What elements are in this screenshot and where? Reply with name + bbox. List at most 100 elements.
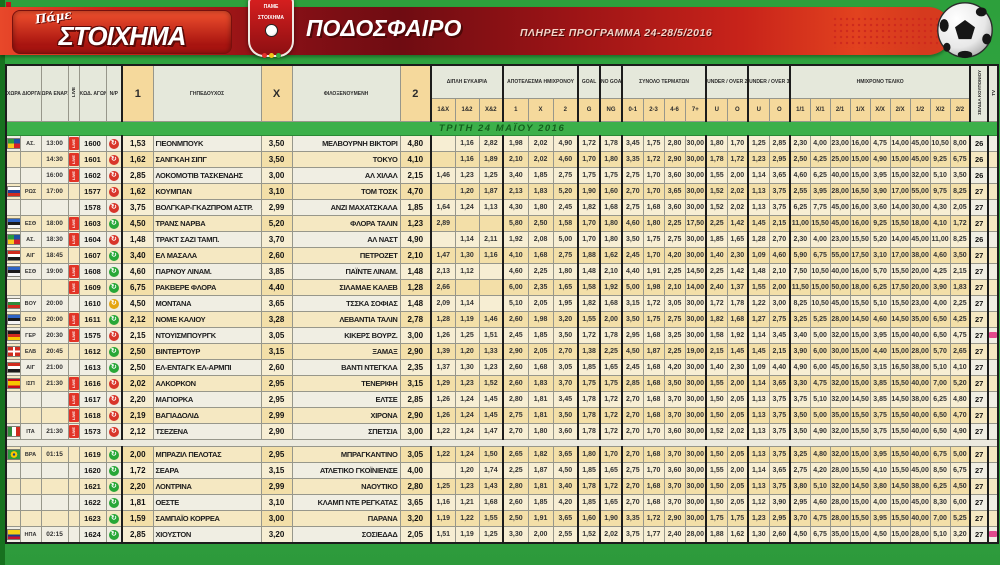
halftime-result-2: 4,50 — [552, 462, 579, 479]
total-goals-1: 1,68 — [642, 327, 665, 344]
country-flag — [5, 391, 21, 408]
total-goals-3: 14,00 — [684, 279, 707, 296]
sub-htft-xx: Χ/Χ — [869, 98, 891, 122]
ht-ft-0: 3,70 — [789, 510, 811, 527]
ht-ft-0: 5,90 — [789, 247, 811, 264]
double-chance-0: 1,29 — [430, 375, 456, 392]
under-over-25-0: 1,40 — [705, 247, 728, 264]
ita-flag-icon — [7, 426, 19, 437]
badge-text-1: ΠΑΜΕ — [263, 4, 279, 10]
ht-ft-5: 14,50 — [889, 311, 911, 328]
home-team: ΒΑΓΙΑΔΟΛΙΔ — [152, 407, 262, 424]
odds-status: ↻ — [105, 151, 123, 168]
ht-ft-6: 28,00 — [909, 526, 931, 544]
country-flag — [5, 478, 21, 495]
ht-ft-4: 5,10 — [869, 295, 891, 312]
country-code: ΕΣΘ — [19, 263, 42, 280]
live-indicator: LIVE — [67, 311, 80, 328]
ht-ft-7: 6,25 — [929, 391, 951, 408]
country-code: ΗΠΑ — [19, 526, 42, 544]
ht-ft-6: 45,00 — [909, 151, 931, 168]
home-team: ΠΑΡΝΟΥ ΛΙΝΑΜ. — [152, 263, 262, 280]
goal-odds: 1,78 — [577, 423, 601, 440]
live-indicator — [67, 446, 80, 463]
odds-home-win: 2,20 — [121, 478, 154, 495]
ht-ft-0: 3,75 — [789, 391, 811, 408]
odds-away-win: 4,80 — [399, 135, 432, 152]
coupon-page: 26 — [969, 167, 989, 184]
match-code: 1575 — [78, 327, 107, 344]
ht-ft-8: 4,75 — [949, 327, 971, 344]
ht-ft-5: 15,50 — [889, 407, 911, 424]
odds-table-wrap: ΧΩΡΑ ΔΙΟΡΓΑΝΩΣΗ ΩΡΑ ΕΝΑΡΞΗΣ ΑΓΩΝΑ LIVE Κ… — [5, 64, 1000, 544]
ht-ft-5: 15,00 — [889, 327, 911, 344]
ht-ft-7: 8,50 — [929, 462, 951, 479]
under-over-35-1: 2,75 — [768, 311, 791, 328]
ht-ft-4: 5,70 — [869, 263, 891, 280]
match-row: 16:00 LIVE 1602 ↻ 2,85 ΛΟΚΟΜΟΤΙΒ ΤΑΣΚΕΝΔΗΣ 3,0… — [5, 167, 999, 184]
no-goal-odds: 1,65 — [599, 494, 623, 511]
odds-home-win: 4,50 — [121, 295, 154, 312]
halftime-result-0: 1,98 — [502, 135, 529, 152]
halftime-result-0: 2,60 — [502, 494, 529, 511]
total-goals-3: 30,00 — [684, 247, 707, 264]
double-chance-0: 1,47 — [430, 247, 456, 264]
under-over-35-0: 1,14 — [747, 462, 770, 479]
away-team: ΠΑΡΑΝΑ — [291, 510, 401, 527]
tv-indicator — [987, 391, 999, 408]
coupon-page: 26 — [969, 135, 989, 152]
home-team: ΕΛ ΜΑΣΑΛΑ — [152, 247, 262, 264]
under-over-35-0: 1,45 — [747, 215, 770, 232]
total-goals-0: 2,70 — [621, 423, 644, 440]
est-flag-icon — [7, 266, 19, 277]
double-chance-2: 1,25 — [478, 167, 504, 184]
halftime-result-2: 3,60 — [552, 423, 579, 440]
odds-home-win: 2,12 — [121, 311, 154, 328]
double-chance-0: 1,19 — [430, 510, 456, 527]
odds-home-win: 1,48 — [121, 231, 154, 248]
odds-draw: 3,05 — [260, 327, 293, 344]
page-title: ΠΟΔΟΣΦΑΙΡΟ — [306, 15, 462, 41]
under-over-35-1: 3,75 — [768, 446, 791, 463]
double-chance-0: 1,51 — [430, 526, 456, 544]
odds-away-win: 3,65 — [399, 494, 432, 511]
goal-odds: 1,70 — [577, 215, 601, 232]
ht-ft-2: 32,00 — [829, 327, 851, 344]
start-time — [40, 279, 69, 296]
tv-indicator — [987, 215, 999, 232]
double-chance-0 — [430, 151, 456, 168]
ht-ft-0: 2,50 — [789, 151, 811, 168]
double-chance-2: 1,52 — [478, 375, 504, 392]
no-goal-odds: 1,72 — [599, 423, 623, 440]
odds-draw: 3,00 — [260, 167, 293, 184]
match-code: 1624 — [78, 526, 107, 544]
halftime-result-2: 5,00 — [552, 231, 579, 248]
halftime-result-0: 2,13 — [502, 183, 529, 200]
odds-status: ↻ — [105, 311, 123, 328]
match-row: ΑΣ. 13:00 LIVE 1600 ↻ 1,53 ΓΙΕΟΝΜΠΟΥΚ 3,50 ΜΕΛΒΟ… — [5, 135, 999, 152]
tv-indicator — [987, 279, 999, 296]
coupon-page: 27 — [969, 327, 989, 344]
sub-dc-12: 1&2 — [454, 98, 480, 122]
ht-ft-3: 16,50 — [849, 183, 871, 200]
start-time: 21:00 — [40, 359, 69, 376]
ht-ft-7: 5,10 — [929, 359, 951, 376]
total-goals-2: 3,25 — [663, 327, 686, 344]
sub-ht-x: Χ — [527, 98, 554, 122]
total-goals-2: 2,25 — [663, 215, 686, 232]
no-goal-odds: 1,65 — [599, 462, 623, 479]
ht-ft-2: 45,00 — [829, 295, 851, 312]
tv-indicator — [987, 494, 999, 511]
under-over-35-0: 1,25 — [747, 135, 770, 152]
goal-odds: 1,70 — [577, 231, 601, 248]
ht-ft-8: 2,15 — [949, 263, 971, 280]
country-flag — [5, 343, 21, 360]
dot-pattern-decoration — [832, 16, 942, 48]
halftime-result-2: 3,05 — [552, 359, 579, 376]
odds-status: ↻ — [105, 327, 123, 344]
under-over-35-0: 1,14 — [747, 375, 770, 392]
ht-ft-3: 15,00 — [849, 375, 871, 392]
total-goals-3: 30,00 — [684, 311, 707, 328]
under-over-25-1: 1,70 — [726, 135, 749, 152]
under-over-35-1: 2,95 — [768, 151, 791, 168]
